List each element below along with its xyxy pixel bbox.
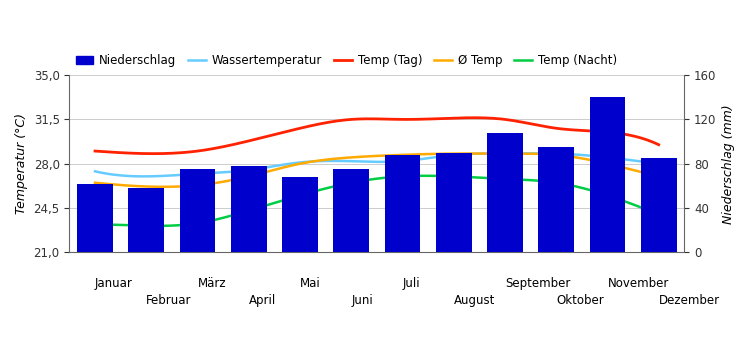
- Text: Februar: Februar: [146, 294, 192, 307]
- Y-axis label: Niederschlag (mm): Niederschlag (mm): [722, 104, 735, 224]
- Y-axis label: Temperatur (°C): Temperatur (°C): [15, 113, 28, 214]
- Text: Oktober: Oktober: [556, 294, 604, 307]
- Text: Januar: Januar: [95, 277, 133, 290]
- Text: Juni: Juni: [351, 294, 373, 307]
- Text: Mai: Mai: [300, 277, 321, 290]
- Bar: [333, 169, 369, 252]
- Text: Juli: Juli: [403, 277, 420, 290]
- Text: April: April: [249, 294, 276, 307]
- Text: September: September: [505, 277, 570, 290]
- Bar: [179, 169, 215, 252]
- Bar: [538, 147, 574, 252]
- Text: März: März: [197, 277, 226, 290]
- Bar: [128, 188, 164, 252]
- Bar: [385, 155, 421, 252]
- Text: August: August: [454, 294, 495, 307]
- Bar: [231, 166, 267, 252]
- Bar: [487, 133, 523, 252]
- Bar: [640, 158, 676, 252]
- Bar: [77, 184, 113, 252]
- Bar: [282, 177, 318, 252]
- Legend: Niederschlag, Wassertemperatur, Temp (Tag), Ø Temp, Temp (Nacht): Niederschlag, Wassertemperatur, Temp (Ta…: [71, 49, 621, 71]
- Text: Dezember: Dezember: [658, 294, 720, 307]
- Bar: [590, 97, 626, 252]
- Bar: [436, 153, 472, 252]
- Text: November: November: [608, 277, 669, 290]
